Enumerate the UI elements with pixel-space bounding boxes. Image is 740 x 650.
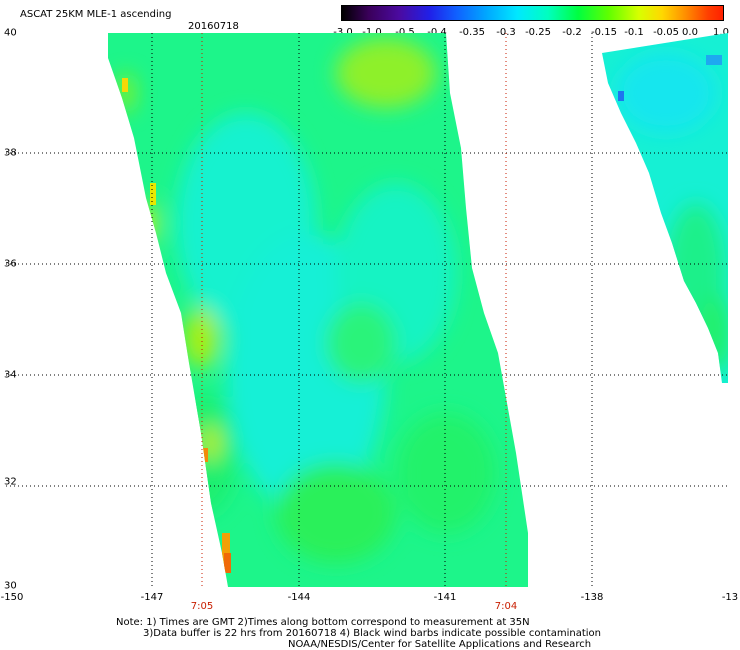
map-title: ASCAT 25KM MLE-1 ascending [20, 9, 172, 20]
colorbar-label: -0.5 [395, 27, 415, 38]
lon-label: -144 [287, 592, 311, 603]
lon-label: -138 [580, 592, 604, 603]
swath-west [108, 33, 528, 587]
time-lines [201, 33, 507, 587]
colorbar [341, 5, 724, 21]
lat-label: 38 [4, 147, 17, 159]
colorbar-label: -0.15 [591, 27, 617, 38]
colorbar-label: -0.05 [653, 27, 679, 38]
lat-label: 30 [4, 580, 17, 592]
colorbar-label: 1.0 [713, 27, 729, 38]
lon-label: -147 [140, 592, 164, 603]
lat-label: 40 [4, 27, 17, 39]
lat-label: 34 [4, 369, 17, 381]
colorbar-label: -0.4 [427, 27, 447, 38]
graticule [6, 33, 728, 587]
colorbar-label: -0.3 [496, 27, 516, 38]
colorbar-label: -0.25 [525, 27, 551, 38]
note-line-1: Note: 1) Times are GMT 2)Times along bot… [116, 617, 530, 628]
colorbar-label: -3.0 [333, 27, 353, 38]
time-label: 7:05 [190, 601, 214, 612]
lon-label: -13 [721, 592, 739, 603]
note-line-2: 3)Data buffer is 22 hrs from 20160718 4)… [143, 628, 601, 639]
map-plot [6, 33, 728, 587]
lon-label: -141 [433, 592, 457, 603]
lat-label: 36 [4, 258, 17, 270]
colorbar-label: -1.0 [362, 27, 382, 38]
note-line-3: NOAA/NESDIS/Center for Satellite Applica… [288, 639, 592, 650]
time-label: 7:04 [494, 601, 518, 612]
map-date: 20160718 [188, 21, 239, 32]
colorbar-label: 0.0 [682, 27, 698, 38]
swath-east [602, 33, 728, 383]
colorbar-label: -0.1 [624, 27, 644, 38]
lat-label: 32 [4, 476, 17, 488]
colorbar-labels: -3.0 -1.0 -0.5 -0.4 -0.35 -0.3 -0.25 -0.… [0, 27, 740, 39]
colorbar-label: -0.35 [459, 27, 485, 38]
lon-label: -150 [0, 592, 24, 603]
colorbar-label: -0.2 [562, 27, 582, 38]
